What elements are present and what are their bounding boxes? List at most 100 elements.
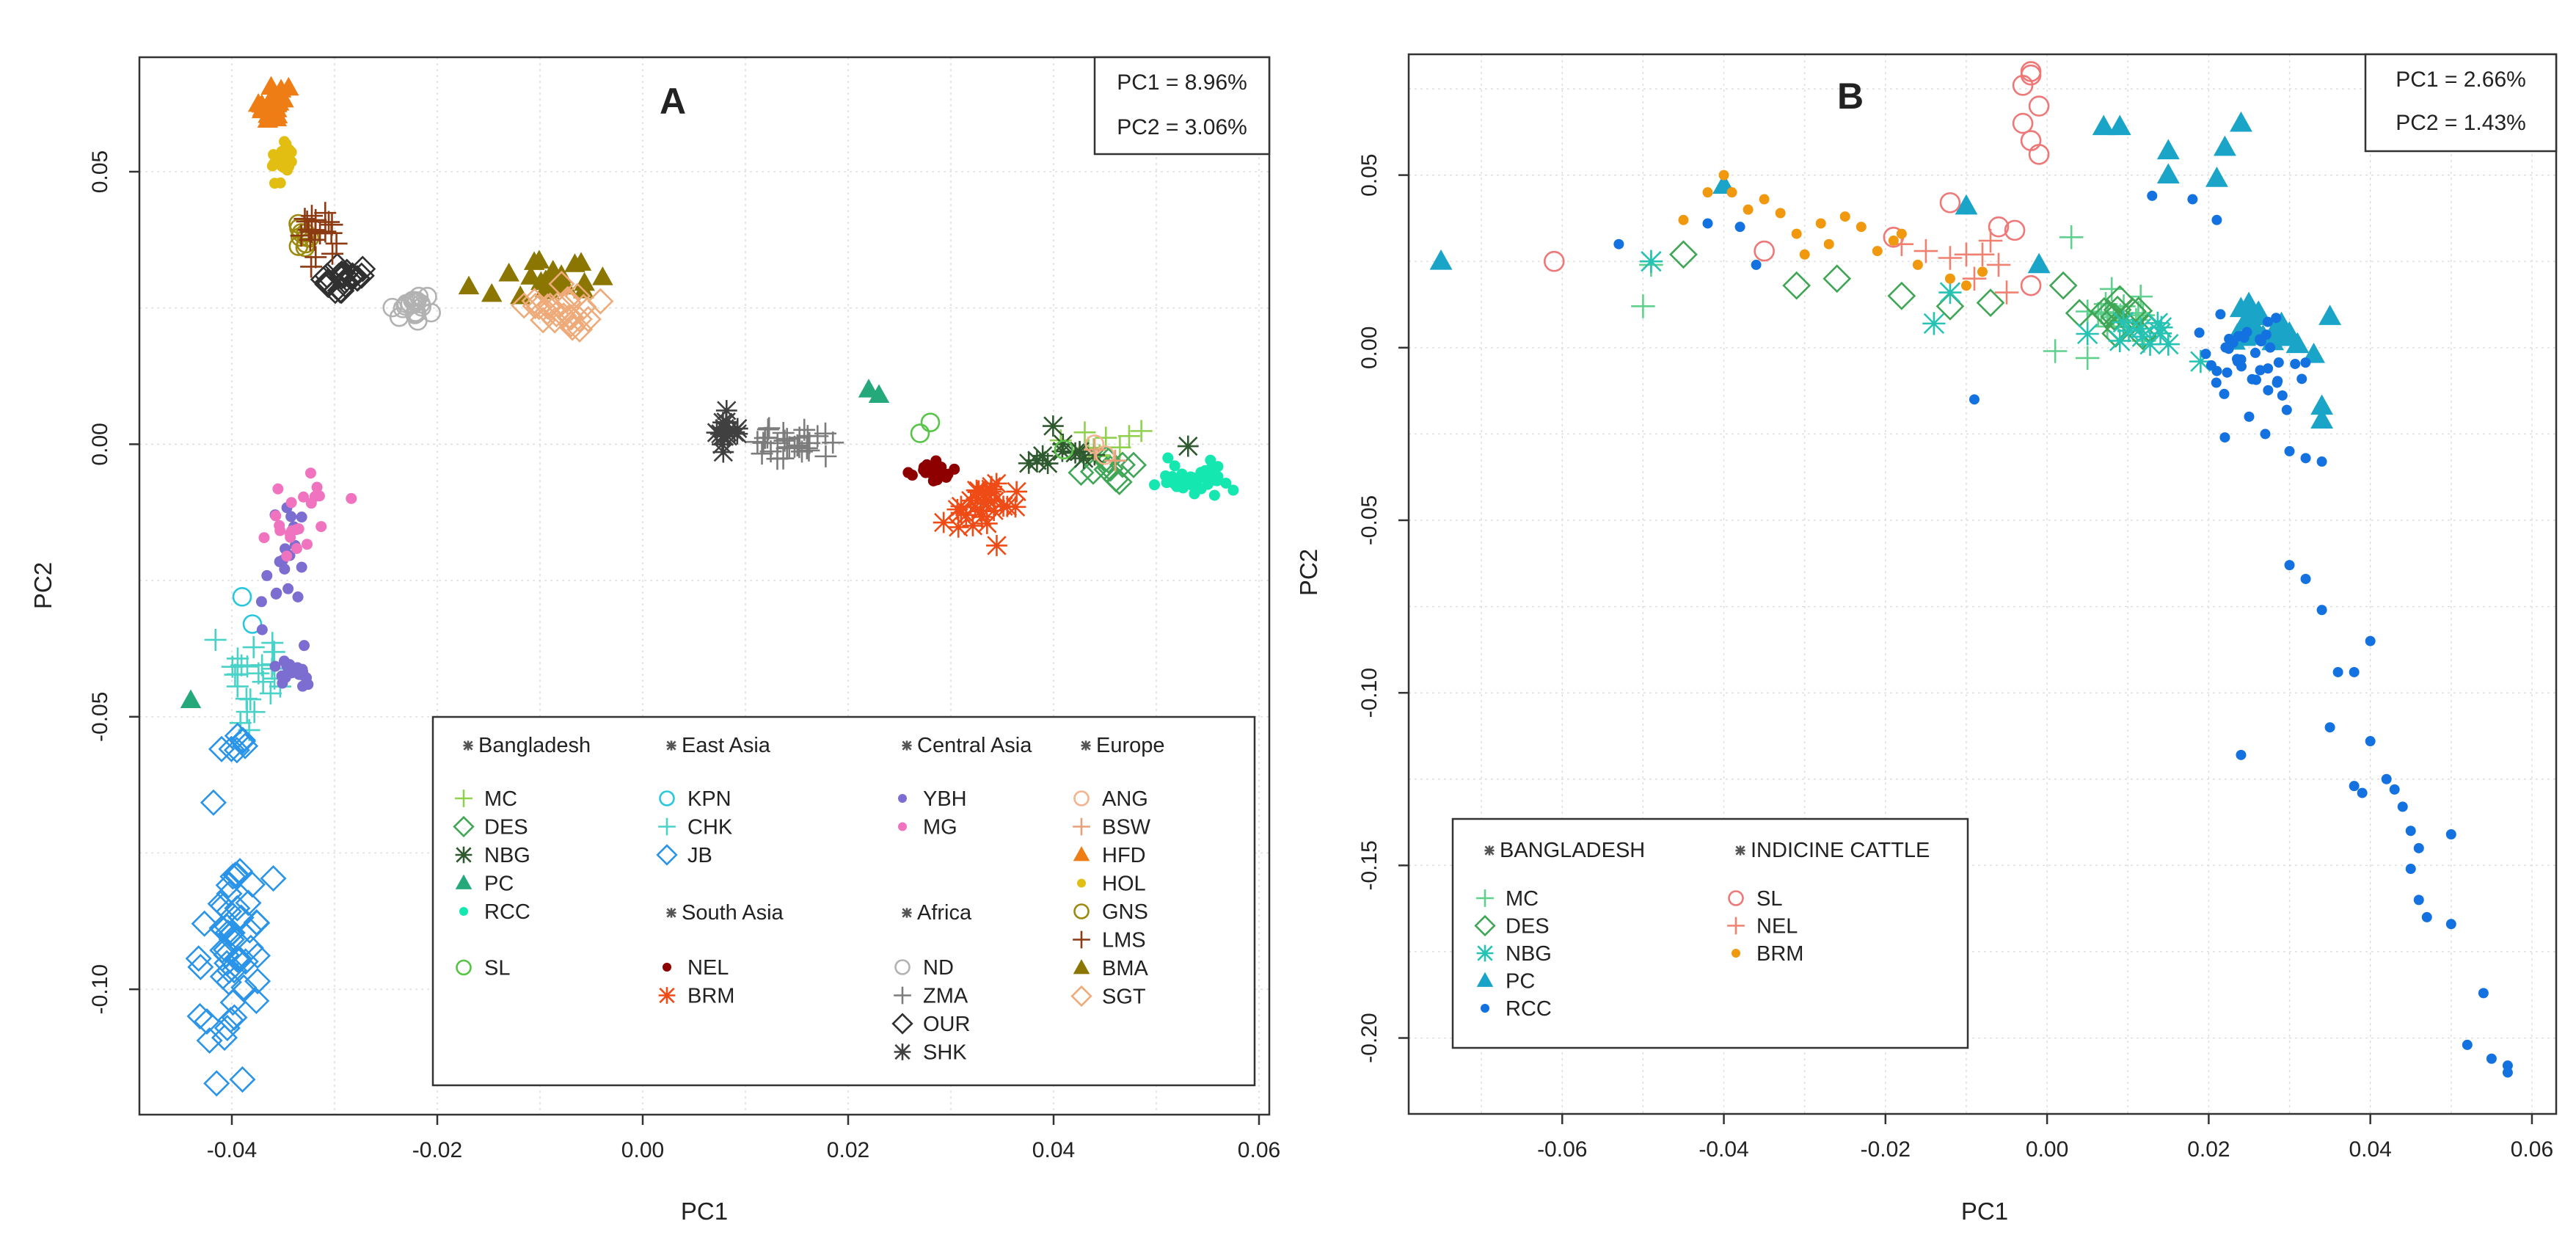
legend-label-ang: ANG [1102, 787, 1148, 811]
panel-a-pc2-variance: PC2 = 3.06% [1117, 115, 1247, 139]
point-brm [946, 498, 968, 520]
point-des [1079, 458, 1107, 485]
point-mg [315, 521, 327, 533]
point-jb [216, 957, 243, 984]
legend-label-lms: LMS [1102, 929, 1146, 952]
point-chk [221, 655, 244, 678]
panel-b-legend: BANGLADESH MC DES NBG PC RCC INDICINE CATTLE SL… [1451, 817, 1969, 1049]
point-nel [1938, 246, 1963, 270]
point-rcc [2261, 329, 2272, 340]
legend-swatch-mc [455, 790, 472, 807]
point-nel [928, 472, 940, 484]
legend-group-heading: INDICINE CATTLE [1751, 839, 1930, 862]
point-rcc [1205, 454, 1216, 466]
point-nbg [2117, 319, 2141, 343]
point-jb [203, 1070, 230, 1097]
point-jb [208, 735, 236, 762]
point-rcc [2300, 573, 2311, 584]
point-rcc [2381, 773, 2392, 784]
legend-swatch-nd [894, 959, 911, 975]
point-rcc [2502, 1067, 2513, 1078]
point-jb [219, 989, 247, 1016]
point-mg [302, 539, 313, 550]
point-rcc [2284, 560, 2295, 571]
point-mg [258, 532, 270, 544]
panel-b-pc2-variance: PC2 = 1.43% [2396, 111, 2526, 135]
point-rcc [2211, 377, 2222, 388]
legend-swatch-jb [656, 844, 678, 866]
point-rcc [2445, 919, 2456, 930]
point-brm [969, 500, 991, 522]
point-hol [269, 178, 280, 189]
y-tick-label: -0.05 [1357, 495, 1382, 545]
point-mc [1117, 425, 1140, 448]
point-rcc [1195, 483, 1207, 495]
point-sl [1543, 250, 1565, 272]
x-tick-label: -0.04 [1699, 1137, 1748, 1162]
point-rcc [2260, 429, 2271, 440]
point-des [2124, 296, 2153, 325]
point-pc [2213, 135, 2236, 156]
point-rcc [1149, 479, 1161, 491]
panel-b-pc1-variance: PC1 = 2.66% [2396, 68, 2526, 92]
point-mc [1130, 420, 1153, 442]
legend-swatch-chk [658, 817, 676, 836]
point-our [310, 266, 337, 293]
point-jb [244, 968, 271, 995]
point-jb [229, 728, 256, 755]
panel-b-frame [1407, 53, 2558, 1115]
legend-group-heading: East Asia [682, 734, 771, 757]
point-rcc [2413, 842, 2424, 853]
point-lms [304, 208, 327, 231]
point-ybh [292, 591, 304, 603]
point-pc [2027, 252, 2051, 274]
point-pc [858, 379, 880, 398]
point-lms [296, 210, 318, 233]
legend-header-icon [902, 908, 912, 918]
point-rcc [2200, 349, 2211, 360]
point-rcc [1211, 475, 1223, 487]
legend-swatch-des [1474, 914, 1496, 937]
point-rcc [2349, 781, 2360, 792]
point-rcc [2478, 988, 2489, 999]
point-bma [458, 275, 480, 295]
point-rcc [2357, 787, 2368, 798]
point-jb [260, 865, 287, 892]
point-mg [298, 491, 310, 503]
legend-header-icon [1081, 740, 1091, 751]
point-brm [1702, 187, 1713, 198]
point-jb [230, 974, 258, 1001]
point-ang [1095, 445, 1115, 465]
point-jb [191, 910, 218, 937]
x-tick-label: 0.02 [827, 1138, 869, 1162]
point-pc [2285, 332, 2309, 354]
x-tick-label: -0.06 [1537, 1137, 1587, 1162]
point-pc [180, 689, 202, 708]
legend-label-rcc: RCC [484, 900, 530, 924]
point-brm [1839, 211, 1850, 222]
point-rcc [2219, 388, 2230, 399]
point-zma [758, 417, 781, 440]
y-tick-label: -0.15 [1357, 840, 1382, 890]
point-bma [542, 260, 563, 279]
point-des [1669, 240, 1698, 269]
point-sl [2004, 219, 2026, 241]
point-brm [1759, 194, 1770, 205]
point-bma [498, 262, 519, 282]
legend-swatch-lms [1073, 930, 1090, 949]
point-mg [270, 510, 282, 522]
point-nd [421, 302, 441, 323]
point-jb [244, 942, 271, 969]
point-rcc [1162, 452, 1174, 464]
legend-group-heading: South Asia [682, 901, 784, 925]
point-zma [783, 435, 806, 458]
point-rcc [2290, 358, 2301, 369]
point-rcc [2389, 784, 2400, 795]
y-tick-label: 0.05 [1357, 153, 1382, 196]
point-brm [1678, 214, 1689, 225]
point-ybh [285, 511, 297, 522]
point-sgt [558, 304, 585, 331]
legend-label-our: OUR [923, 1013, 970, 1036]
x-tick-label: 0.00 [2026, 1137, 2068, 1162]
point-nel [1970, 242, 1995, 267]
